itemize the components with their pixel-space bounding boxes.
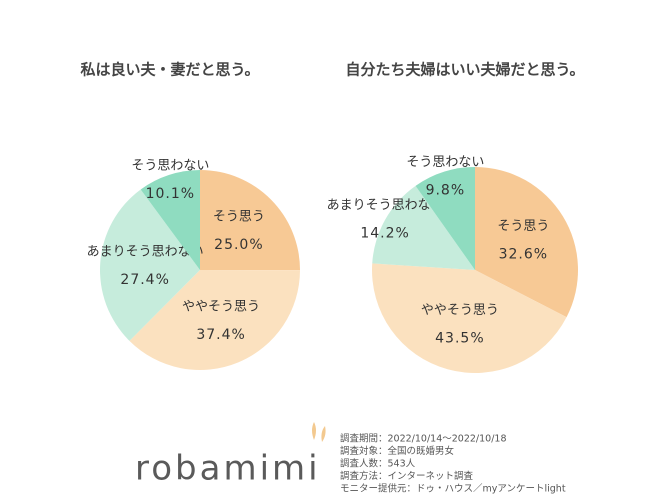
slice-value: 9.8% [426, 183, 466, 199]
slice-label: あまりそう思わない [87, 244, 204, 259]
survey-info: 調査方法：インターネット調査 [340, 470, 474, 482]
slice-value: 10.1% [146, 186, 195, 202]
survey-info: モニター提供元：ドゥ・ハウス／myアンケートlight [340, 483, 566, 495]
slice-value: 32.6% [499, 247, 548, 263]
pie-slice [129, 270, 300, 370]
logo-ear [312, 422, 316, 440]
pie-slice [475, 167, 578, 318]
survey-info: 調査対象：全国の既婚男女 [340, 445, 454, 457]
slice-label: ややそう思う [182, 299, 260, 314]
pie-slice [140, 170, 200, 270]
slice-label: そう思わない [131, 158, 209, 173]
slice-label: そう思う [497, 219, 549, 234]
slice-label: ややそう思う [421, 303, 499, 318]
survey-info: 調査期間：2022/10/14〜2022/10/18 [340, 433, 507, 445]
slice-label: そう思う [213, 210, 265, 225]
survey-info: 調査人数：543人 [340, 458, 416, 470]
logo: robamimi [135, 449, 321, 489]
logo-ear [321, 426, 326, 442]
slice-label: あまりそう思わない [327, 198, 444, 213]
pie-slice [371, 263, 567, 373]
slice-value: 14.2% [360, 226, 409, 242]
pie-slice [415, 167, 475, 270]
slice-value: 37.4% [196, 327, 245, 343]
slice-label: そう思わない [406, 155, 484, 170]
chart-title: 私は良い夫・妻だと思う。 [79, 61, 259, 79]
chart-title: 自分たち夫婦はいい夫婦だと思う。 [345, 61, 584, 79]
slice-value: 43.5% [435, 331, 484, 347]
pie-slice [200, 170, 300, 271]
slice-value: 25.0% [214, 237, 263, 253]
logo-group: robamimi [135, 422, 326, 489]
slice-value: 27.4% [120, 272, 169, 288]
pie-slice [99, 189, 200, 341]
pie-slice [372, 185, 475, 270]
